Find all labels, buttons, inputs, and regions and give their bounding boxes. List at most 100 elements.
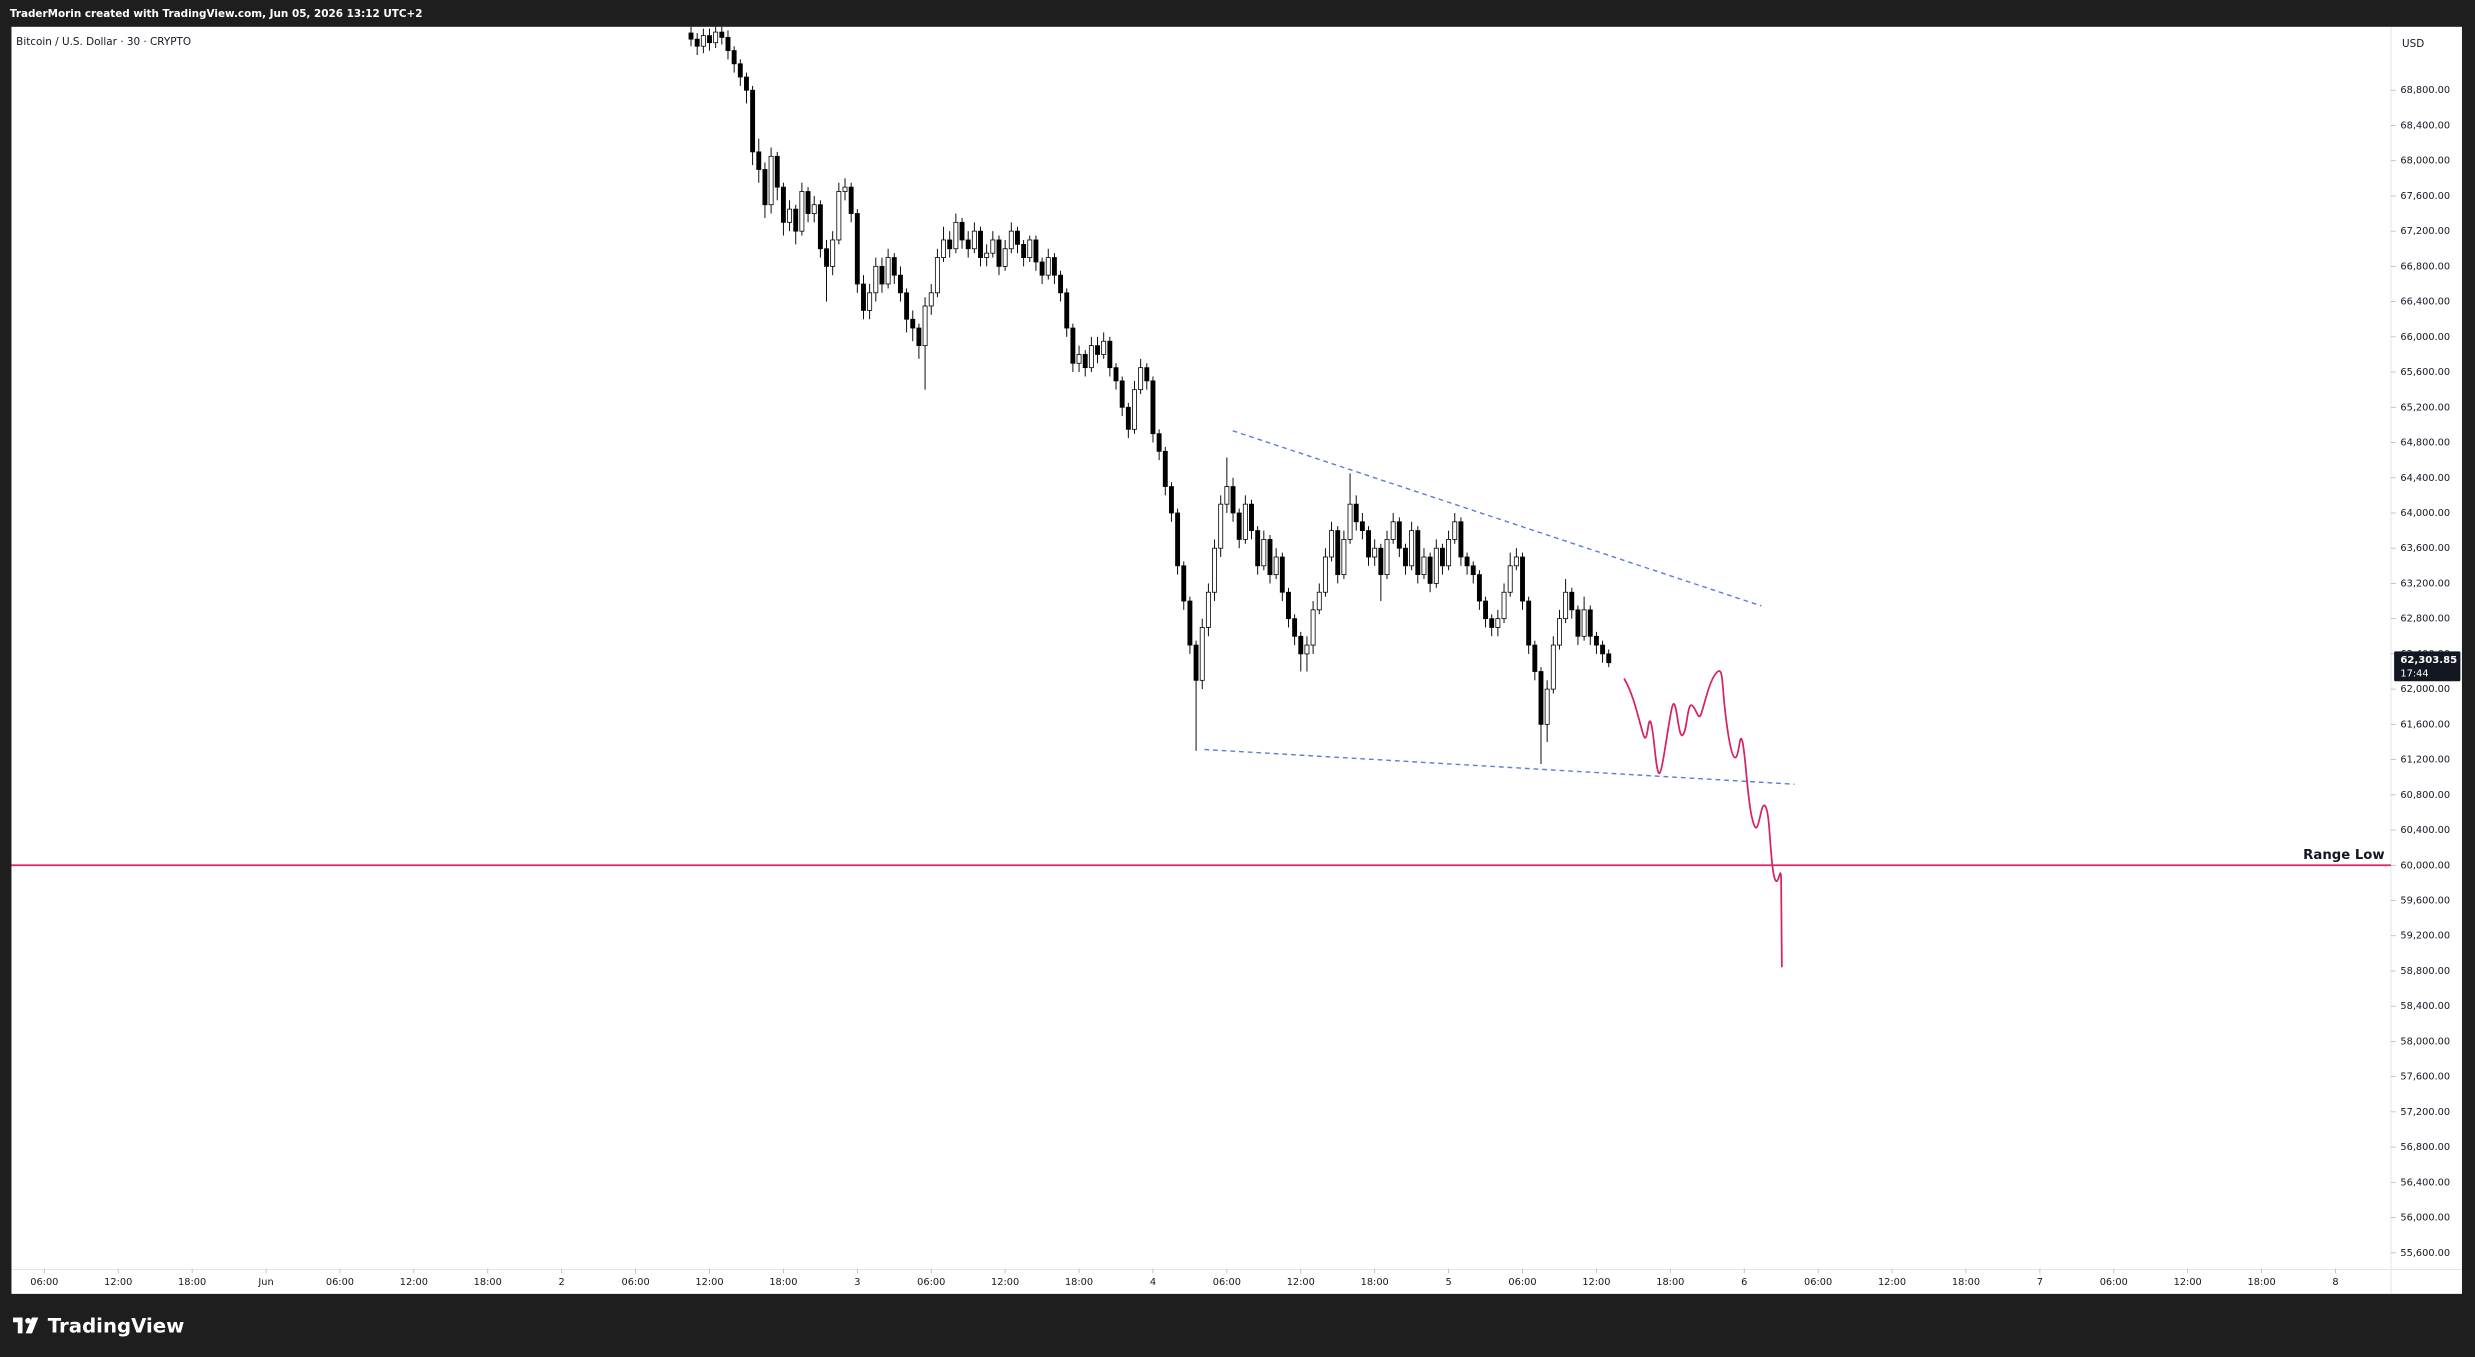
candle-body (1446, 539, 1452, 567)
candle-body (725, 36, 731, 51)
candle-body (1125, 406, 1131, 430)
x-tick-label: 12:00 (104, 1277, 132, 1288)
x-tick-label: 3 (854, 1277, 860, 1288)
y-tick-label: 57,200.00 (2400, 1107, 2450, 1118)
candle-body (959, 221, 965, 241)
x-tick-label: 06:00 (1213, 1277, 1241, 1288)
candle-body (984, 252, 990, 258)
x-tick-label: 7 (2037, 1277, 2043, 1288)
x-tick-label: 12:00 (991, 1277, 1019, 1288)
candle-body (1353, 503, 1359, 523)
candle-body (1175, 512, 1181, 567)
candle-body (1452, 521, 1458, 540)
candle-body (1390, 521, 1396, 540)
candle-body (1095, 345, 1100, 355)
x-tick-label: 12:00 (1582, 1277, 1610, 1288)
symbol-title[interactable]: Bitcoin / U.S. Dollar · 30 · CRYPTO (16, 36, 191, 48)
x-tick-label: 8 (2332, 1277, 2338, 1288)
candle-body (867, 292, 873, 311)
x-tick-label: 12:00 (1287, 1277, 1315, 1288)
candle-body (1606, 653, 1612, 664)
candle-body (941, 239, 946, 258)
candle-body (737, 63, 743, 78)
candle-body (1236, 512, 1242, 540)
candle-body (1033, 239, 1039, 263)
candle-body (1329, 530, 1335, 558)
candle-body (1162, 450, 1168, 487)
candle-body (990, 239, 996, 254)
candle-body (1212, 547, 1217, 593)
candle-body (1526, 600, 1532, 646)
candle-body (916, 327, 922, 347)
y-tick-label: 63,600.00 (2400, 543, 2450, 554)
x-tick-label: 06:00 (1804, 1277, 1832, 1288)
candle-body (1587, 609, 1593, 637)
candle-body (1119, 380, 1125, 408)
candle-body (1039, 261, 1045, 276)
candle-body (1199, 627, 1205, 681)
x-tick-label: 2 (559, 1277, 565, 1288)
candle-body (1298, 635, 1304, 655)
candle-body (1532, 644, 1538, 672)
candle-body (1366, 530, 1371, 558)
x-tick-label: 06:00 (2100, 1277, 2128, 1288)
currency[interactable]: USD (2402, 38, 2424, 50)
y-tick-label: 59,600.00 (2400, 895, 2450, 906)
candle-body (1249, 503, 1254, 531)
y-tick-label: 64,400.00 (2400, 473, 2450, 484)
candle-body (1396, 521, 1402, 549)
y-tick-label: 68,800.00 (2400, 85, 2450, 96)
candle-body (1421, 556, 1427, 576)
candle-body (879, 265, 885, 285)
candle-body (1021, 243, 1027, 258)
candle-body (1409, 530, 1415, 567)
candle-body (1372, 547, 1378, 558)
candle-body (1569, 591, 1575, 611)
candle-body (1279, 556, 1285, 593)
candle-body (1403, 547, 1408, 567)
candle-body (1513, 556, 1519, 567)
candle-body (1150, 380, 1156, 435)
candle-body (1181, 565, 1187, 602)
candle-body (1082, 354, 1088, 369)
y-tick-label: 66,800.00 (2400, 261, 2450, 272)
candle-body (780, 186, 786, 223)
candle-body (1501, 591, 1507, 620)
candle-body (774, 155, 780, 188)
candle-body (1156, 433, 1162, 452)
x-tick-label: 12:00 (400, 1277, 428, 1288)
candle-body (1483, 600, 1489, 620)
brand[interactable]: TradingView (48, 1315, 185, 1338)
last-price-label: 62,303.85 (2400, 655, 2457, 666)
candle-body (848, 186, 854, 214)
candle-body (1242, 503, 1248, 540)
candle-body (971, 230, 977, 250)
credit: TraderMorin created with TradingView.com… (10, 8, 423, 20)
candle-body (1045, 257, 1051, 276)
candle-body (1193, 644, 1199, 681)
x-tick-label: 18:00 (2248, 1277, 2276, 1288)
candle-body (694, 38, 700, 47)
candle-body (1205, 591, 1211, 628)
candle-body (842, 186, 848, 192)
trendline[interactable] (1232, 430, 1762, 607)
y-tick-label: 62,800.00 (2400, 614, 2450, 625)
trendline[interactable] (1204, 748, 1795, 785)
candle-body (1341, 539, 1347, 576)
candle-body (1384, 539, 1390, 576)
candle-body (1101, 340, 1107, 355)
x-tick-label: 06:00 (622, 1277, 650, 1288)
candle-body (1359, 521, 1365, 531)
y-tick-label: 56,800.00 (2400, 1142, 2450, 1153)
candle-body (904, 292, 910, 320)
candle-body (1168, 486, 1174, 514)
candle-body (1563, 591, 1569, 620)
projection-drawing[interactable] (1623, 670, 1783, 968)
x-tick-label: 06:00 (1508, 1277, 1536, 1288)
y-tick-label: 66,400.00 (2400, 297, 2450, 308)
logo-part (25, 1317, 39, 1334)
candle-body (768, 155, 774, 206)
candle-body (978, 230, 983, 258)
y-tick-label: 59,200.00 (2400, 931, 2450, 942)
